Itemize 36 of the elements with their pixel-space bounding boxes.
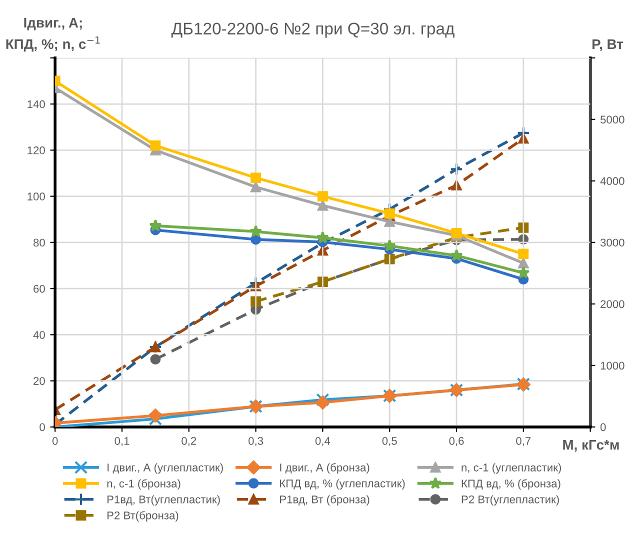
y2-tick-label: 0: [600, 423, 606, 432]
legend-label: P2 Вт(углепластик): [462, 495, 559, 506]
legend-label: P1вд, Вт (бронза): [280, 495, 370, 506]
x-tick-label: 0,1: [114, 436, 130, 446]
y2-tick-label: 4000: [600, 177, 624, 186]
chart-title: ДБ120-2200-6 №2 при Q=30 эл. град: [171, 22, 454, 38]
y-tick-label: 60: [34, 284, 45, 293]
y-axis-title: Iдвиг., A; КПД, %; n, c$^{−1}$: [6, 18, 100, 52]
legend-label: КПД вд, % (углепластик): [280, 479, 405, 490]
legend-label: I двиг., А (углепластик): [108, 463, 223, 474]
x-tick-label: 0,7: [516, 436, 531, 446]
legend-label: P1вд, Вт(углепластик): [107, 495, 220, 506]
legend-label: n, c-1 (бронза): [107, 479, 180, 490]
legend-label: I двиг., А (бронза): [280, 463, 370, 474]
y-tick-label: 20: [34, 377, 45, 385]
x-tick-label: 0,5: [382, 436, 397, 446]
y2-tick-label: 5000: [600, 116, 624, 124]
y2-tick-label: 2000: [600, 300, 624, 308]
x-tick-label: 0,6: [449, 436, 464, 446]
y-tick-label: 40: [33, 330, 45, 339]
legend-label: n, c-1 (углепластик): [462, 463, 561, 474]
y2-tick-label: 3000: [600, 238, 624, 247]
y2-tick-label: 1000: [600, 362, 624, 370]
x-tick-label: 0,3: [248, 436, 264, 446]
y-tick-label: 100: [28, 192, 45, 200]
y-tick-label: 0: [40, 423, 45, 432]
x-tick-label: 0,4: [315, 436, 330, 446]
x-axis-title: M, кГс*м: [563, 440, 619, 452]
y-tick-label: 80: [33, 238, 45, 247]
x-tick-label: 0,2: [182, 436, 196, 446]
y-tick-label: 120: [28, 146, 45, 154]
y2-axis-title: P, Вт: [592, 39, 624, 52]
legend-label: P2 Вт(бронза): [107, 511, 178, 522]
y-tick-label: 140: [28, 100, 45, 108]
legend-label: КПД вд, % (бронза): [462, 479, 560, 490]
x-tick-label: 0: [52, 436, 58, 445]
